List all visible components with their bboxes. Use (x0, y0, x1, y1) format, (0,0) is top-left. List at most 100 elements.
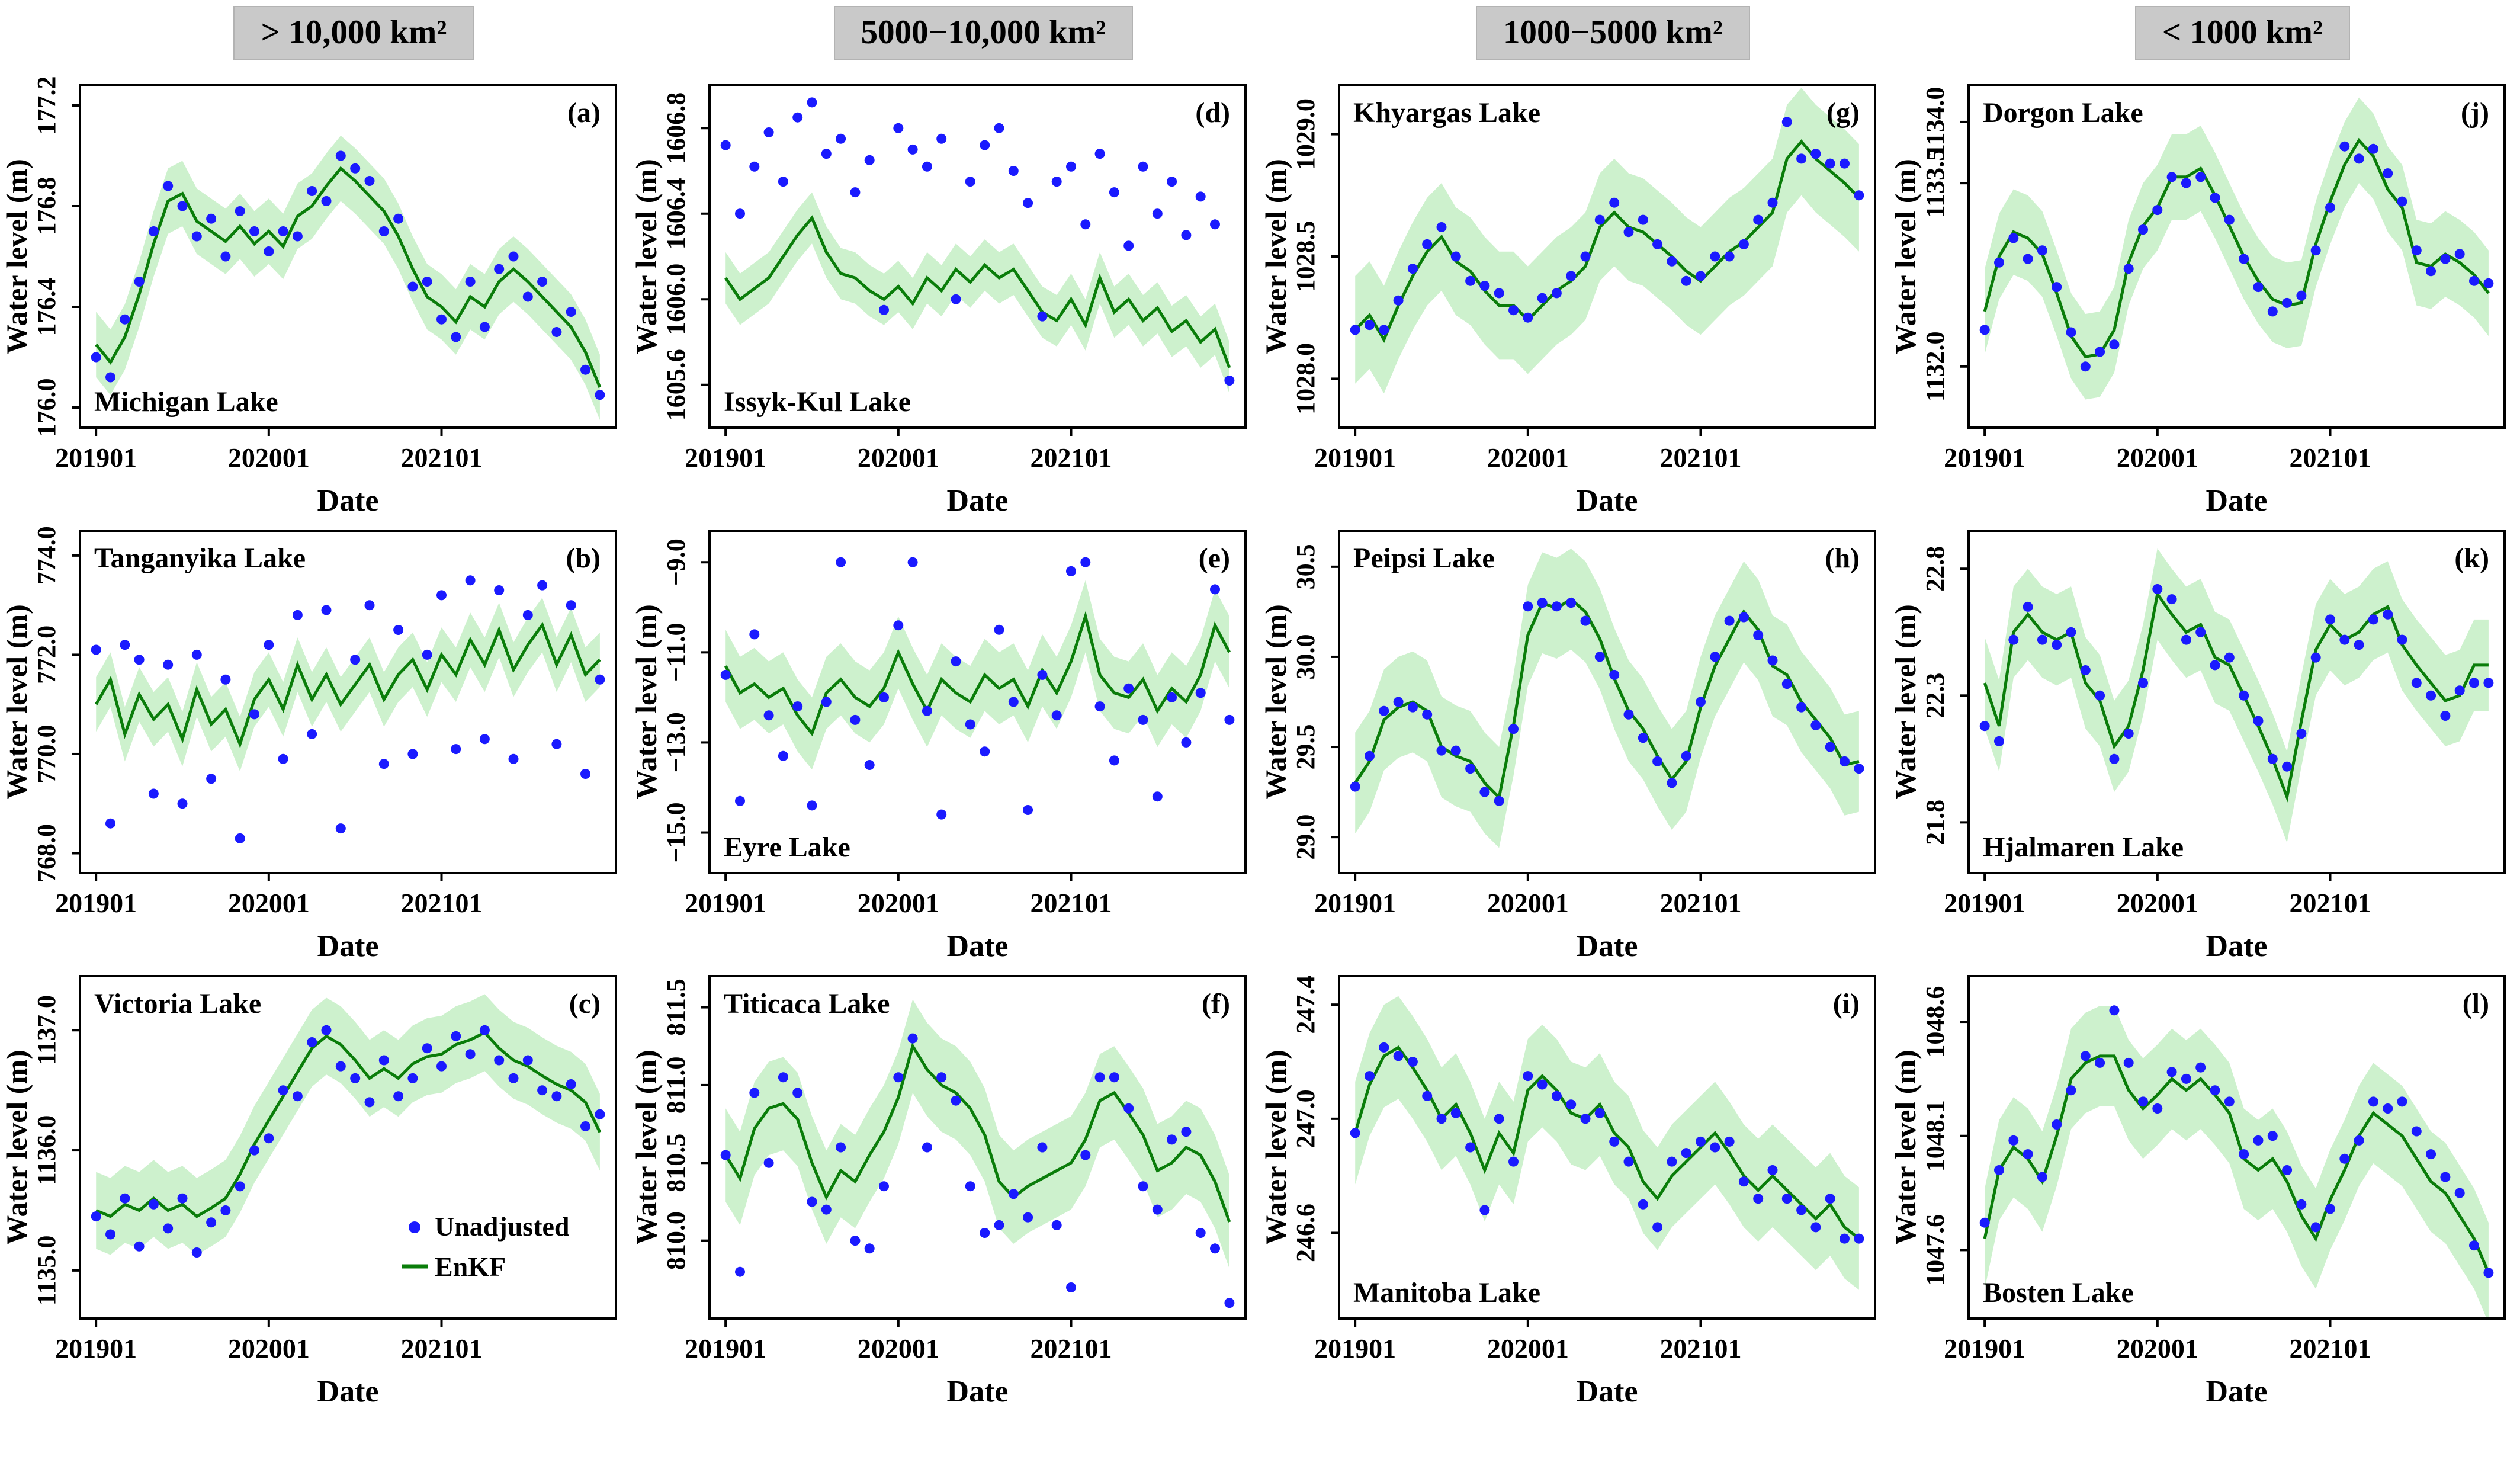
x-tick-label: 202001 (1487, 888, 1569, 918)
legend: Unadjusted EnKF (402, 1211, 570, 1282)
y-axis-title: Water level (m) (1260, 1050, 1292, 1245)
plot-border (708, 530, 1247, 874)
y-axis-title: Water level (m) (1260, 604, 1292, 800)
y-tick-label: 770.0 (32, 724, 61, 783)
chart-svg: 176.0 176.4 176.8 177.2 201901 202001 202101 Wa… (1, 76, 617, 518)
x-tick-label: 201901 (1944, 1333, 2025, 1364)
panel-letter: (a) (567, 97, 601, 129)
y-tick-label: 30.5 (1291, 544, 1320, 589)
column-header-cell: 1000−5000 km² (1260, 6, 1889, 76)
y-tick-label: 1028.5 (1291, 221, 1320, 293)
y-tick-label: 1029.0 (1291, 98, 1320, 170)
x-tick-label: 202101 (1659, 442, 1741, 473)
unadjusted-points (720, 1033, 1235, 1308)
x-tick-label: 202001 (228, 442, 310, 473)
plot-border (708, 975, 1247, 1320)
enkf-line (95, 621, 601, 749)
x-axis-title: Date (2206, 1375, 2268, 1409)
y-tick-label: 1606.4 (662, 178, 691, 249)
chart-svg: −15.0 −13.0 −11.0 −9.0 201901 202001 202101 Wat… (630, 530, 1247, 963)
x-tick-label: 202101 (1030, 1333, 1112, 1364)
y-tick-label: 247.4 (1291, 976, 1320, 1034)
y-tick-label: 29.5 (1291, 724, 1320, 770)
y-tick-label: 810.0 (662, 1211, 691, 1270)
panel-letter: (i) (1833, 988, 1860, 1019)
panel-letter: (b) (566, 543, 601, 574)
x-tick-label: 201901 (685, 442, 766, 473)
uncertainty-band (96, 136, 600, 421)
y-tick-label: 772.0 (32, 625, 61, 684)
lake-name-label: Peipsi Lake (1353, 543, 1495, 574)
x-tick-label: 202001 (1487, 442, 1569, 473)
y-tick-label: 246.6 (1291, 1204, 1320, 1262)
figure-grid: > 10,000 km² 5000−10,000 km² 1000−5000 k… (1, 6, 2519, 1412)
panel-c: 1135.0 1136.0 1137.0 201901 202001 202101 Wate… (1, 967, 630, 1412)
x-tick-label: 202101 (1030, 442, 1112, 473)
x-tick-label: 202101 (400, 442, 482, 473)
y-tick-label: 1605.6 (662, 349, 691, 421)
x-tick-label: 202001 (2117, 442, 2198, 473)
unadjusted-points (91, 1025, 605, 1258)
plot-border (79, 530, 617, 874)
y-tick-label: 768.0 (32, 824, 61, 883)
lake-name-label: Victoria Lake (94, 988, 261, 1019)
lake-name-label: Eyre Lake (724, 832, 850, 863)
x-tick-label: 202101 (400, 888, 482, 918)
enkf-line (724, 1042, 1231, 1223)
lake-name-label: Bosten Lake (1983, 1277, 2134, 1308)
unadjusted-points (1979, 141, 2494, 372)
enkf-line (724, 611, 1231, 737)
panel-j: 1132.0 1133.5 1134.0 201901 202001 202101 Wate… (1889, 76, 2519, 521)
x-tick-label: 201901 (1314, 1333, 1396, 1364)
panel-h: 29.0 29.5 30.0 30.5 201901 202001 202101 Water … (1260, 521, 1889, 967)
x-axis-title: Date (947, 929, 1009, 963)
x-tick-label: 202101 (1659, 888, 1741, 918)
x-tick-label: 201901 (55, 442, 137, 473)
x-axis-title: Date (947, 484, 1009, 518)
uncertainty-band (725, 999, 1229, 1269)
lake-name-label: Michigan Lake (94, 386, 278, 418)
y-tick-label: 1132.0 (1921, 331, 1950, 402)
uncertainty-band (1355, 88, 1859, 394)
x-tick-label: 202101 (1030, 888, 1112, 918)
panel-letter: (e) (1199, 543, 1230, 574)
y-tick-label: −15.0 (662, 803, 691, 863)
lake-name-label: Hjalmaren Lake (1983, 832, 2184, 863)
y-tick-label: −11.0 (662, 623, 691, 682)
y-tick-label: 176.8 (32, 177, 61, 236)
panel-l: 1047.6 1048.1 1048.6 201901 202001 202101 Wate… (1889, 967, 2519, 1412)
panel-letter: (c) (569, 988, 601, 1019)
unadjusted-points (1979, 1005, 2494, 1278)
chart-svg: 810.0 810.5 811.0 811.5 201901 202001 202101 Wa… (630, 975, 1247, 1409)
x-tick-label: 202001 (858, 442, 939, 473)
unadjusted-points (1350, 1042, 1864, 1244)
chart-svg: 1028.0 1028.5 1029.0 201901 202001 202101 Wate… (1260, 84, 1876, 518)
unadjusted-points (1350, 117, 1864, 335)
y-axis-title: Water level (m) (1889, 1050, 1922, 1245)
lake-name-label: Khyargas Lake (1353, 97, 1540, 129)
panel-b: 768.0 770.0 772.0 774.0 201901 202001 202101 Wa… (1, 521, 630, 967)
size-class-header-4: < 1000 km² (2134, 6, 2351, 60)
chart-svg: 21.8 22.3 22.8 201901 202001 202101 Water leve… (1889, 530, 2506, 963)
column-header-cell: > 10,000 km² (1, 6, 630, 76)
x-tick-label: 201901 (55, 1333, 137, 1364)
x-axis-title: Date (317, 929, 379, 963)
y-axis-title: Water level (m) (1, 159, 33, 354)
y-tick-label: 22.3 (1921, 673, 1950, 718)
plot-border (79, 84, 617, 429)
x-tick-label: 202001 (1487, 1333, 1569, 1364)
plot-border (79, 975, 617, 1320)
enkf-line (1354, 597, 1860, 801)
plot-border (1967, 975, 2506, 1320)
y-tick-label: 176.4 (32, 278, 61, 336)
x-tick-label: 202001 (228, 1333, 310, 1364)
y-tick-label: 1136.0 (32, 1115, 61, 1186)
y-axis-title: Water level (m) (1889, 604, 1922, 800)
y-tick-label: 1028.0 (1291, 343, 1320, 415)
uncertainty-band (1985, 97, 2489, 400)
y-tick-label: 1606.0 (662, 264, 691, 335)
panel-letter: (g) (1826, 97, 1860, 129)
panel-f: 810.0 810.5 811.0 811.5 201901 202001 202101 Wa… (630, 967, 1260, 1412)
x-axis-title: Date (1577, 929, 1638, 963)
